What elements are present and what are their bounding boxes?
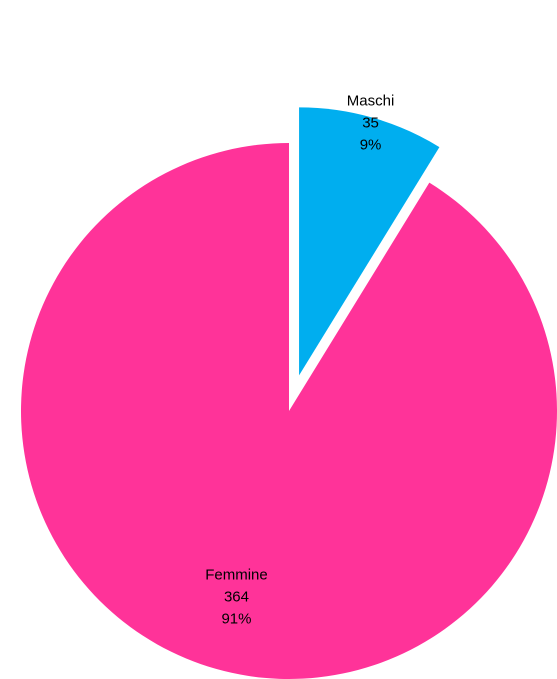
pie-slice-maschi <box>299 107 440 376</box>
slice-label-value-femmine: 364 <box>224 589 249 606</box>
pie-slice-femmine <box>20 143 557 679</box>
slice-label-name-femmine: Femmine <box>205 567 268 584</box>
slice-label-value-maschi: 35 <box>362 115 379 132</box>
pie-slices <box>20 107 557 679</box>
slice-label-percent-maschi: 9% <box>360 137 382 154</box>
slice-label-name-maschi: Maschi <box>347 93 395 110</box>
slice-label-percent-femmine: 91% <box>221 611 251 628</box>
slice-labels: Maschi 35 9% Femmine 364 91% <box>205 93 394 628</box>
